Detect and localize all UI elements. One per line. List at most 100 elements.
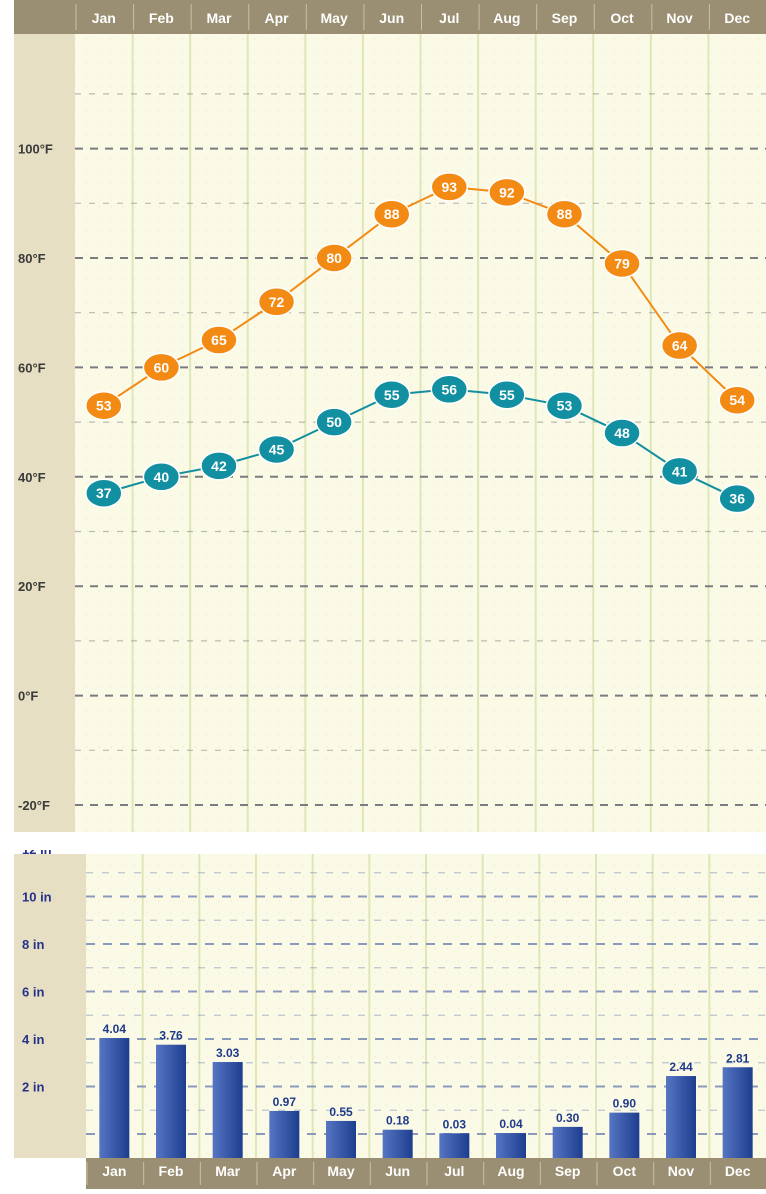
temp-high-marker bbox=[315, 243, 353, 273]
temp-low-value-label: 55 bbox=[384, 387, 400, 403]
temp-y-tick-label: 40°F bbox=[18, 470, 46, 485]
precip-y-tick-label: 6 in bbox=[22, 985, 44, 1000]
precip-month-label: Sep bbox=[555, 1163, 581, 1179]
precip-month-label: Dec bbox=[725, 1163, 751, 1179]
temp-y-tick-label: 80°F bbox=[18, 251, 46, 266]
temp-high-marker bbox=[200, 325, 238, 355]
temperature-chart: Jan Feb Mar Apr May Jun Jul Aug Sep Oct Nov Dec 100°… bbox=[14, 0, 766, 832]
temp-high-value-label: 72 bbox=[269, 294, 285, 310]
precip-bar bbox=[382, 1129, 413, 1158]
precip-value-label: 2.44 bbox=[669, 1060, 693, 1074]
temp-high-marker bbox=[660, 330, 699, 361]
precip-y-tick-label: 4 in bbox=[22, 1032, 44, 1047]
temp-y-tick-label: 100°F bbox=[18, 142, 53, 157]
temp-low-value-label: 36 bbox=[729, 491, 745, 507]
precipitation-chart-svg: Jan Feb Mar Apr May Jun Jul Aug Sep Oct Nov Dec 12 i… bbox=[0, 842, 766, 1189]
temp-low-value-label: 56 bbox=[442, 381, 458, 397]
precip-month-label: Mar bbox=[215, 1163, 240, 1179]
precip-bar bbox=[156, 1044, 186, 1158]
temp-month-label: Apr bbox=[264, 10, 289, 26]
precip-bar bbox=[552, 1126, 583, 1158]
temp-low-marker bbox=[660, 456, 699, 487]
precip-month-label: Jul bbox=[444, 1163, 464, 1179]
temp-low-value-label: 48 bbox=[614, 425, 630, 441]
precip-y-tick-label: 12 in bbox=[22, 850, 52, 857]
temp-low-value-label: 45 bbox=[269, 441, 285, 457]
temp-month-label: Aug bbox=[493, 10, 520, 26]
precip-month-label: Jan bbox=[102, 1163, 126, 1179]
temp-high-value-label: 60 bbox=[154, 359, 170, 375]
temp-low-marker bbox=[545, 390, 584, 421]
temp-low-value-label: 50 bbox=[326, 414, 342, 430]
temp-month-label: Dec bbox=[724, 10, 750, 26]
temp-low-marker bbox=[603, 418, 641, 448]
temp-y-tick-label: -20°F bbox=[18, 798, 50, 813]
temp-high-value-label: 92 bbox=[499, 184, 515, 200]
precip-bar bbox=[99, 1038, 130, 1158]
precip-value-label: 0.55 bbox=[329, 1105, 353, 1119]
temp-high-marker bbox=[85, 390, 123, 421]
temp-high-marker bbox=[718, 385, 756, 415]
temp-high-marker bbox=[372, 199, 411, 229]
temp-low-value-label: 53 bbox=[557, 398, 573, 414]
temp-y-tick-label: 20°F bbox=[18, 579, 46, 594]
temp-month-label: Sep bbox=[552, 10, 578, 26]
temperature-chart-svg: Jan Feb Mar Apr May Jun Jul Aug Sep Oct Nov Dec 100°… bbox=[14, 0, 766, 832]
precip-month-label: Apr bbox=[272, 1163, 297, 1179]
temp-low-value-label: 37 bbox=[96, 485, 112, 501]
temp-high-marker bbox=[545, 199, 584, 229]
precip-value-label: 0.97 bbox=[273, 1095, 297, 1109]
precip-bar bbox=[269, 1110, 300, 1158]
temp-high-marker bbox=[142, 352, 181, 383]
precip-month-label: Nov bbox=[668, 1163, 695, 1179]
precip-value-label: 0.30 bbox=[556, 1111, 580, 1125]
temp-low-marker bbox=[85, 478, 123, 508]
temp-low-marker bbox=[718, 483, 756, 514]
temp-high-marker bbox=[257, 287, 296, 317]
temp-high-marker bbox=[603, 248, 641, 279]
temp-month-label: Feb bbox=[149, 10, 174, 26]
precip-month-label: Aug bbox=[497, 1163, 524, 1179]
precip-y-tick-label: 8 in bbox=[22, 937, 44, 952]
precip-month-label: Jun bbox=[385, 1163, 410, 1179]
temp-low-marker bbox=[200, 451, 238, 481]
precip-bar bbox=[326, 1120, 356, 1158]
temp-low-value-label: 40 bbox=[154, 469, 170, 485]
precip-month-label: May bbox=[327, 1163, 354, 1179]
temp-high-value-label: 80 bbox=[326, 250, 342, 266]
temp-high-marker bbox=[430, 172, 469, 202]
temp-month-label: Jul bbox=[439, 10, 459, 26]
precip-month-footer bbox=[86, 1158, 766, 1189]
precip-value-label: 3.03 bbox=[216, 1046, 240, 1060]
temp-low-value-label: 42 bbox=[211, 458, 227, 474]
temp-high-marker bbox=[488, 177, 526, 208]
temp-low-value-label: 55 bbox=[499, 387, 515, 403]
precip-value-label: 4.04 bbox=[103, 1022, 127, 1036]
precip-value-label: 3.76 bbox=[159, 1029, 183, 1043]
temp-axis-gutter bbox=[14, 34, 75, 832]
temp-month-header bbox=[14, 0, 766, 34]
precip-value-label: 0.90 bbox=[613, 1097, 637, 1111]
temp-high-value-label: 93 bbox=[442, 179, 458, 195]
precip-bar bbox=[722, 1067, 753, 1158]
precip-bar bbox=[666, 1076, 696, 1158]
temp-low-marker bbox=[315, 407, 353, 437]
temp-high-value-label: 65 bbox=[211, 332, 227, 348]
precip-y-tick-label: 2 in bbox=[22, 1080, 44, 1095]
precip-bar bbox=[496, 1133, 526, 1158]
temp-y-tick-label: 60°F bbox=[18, 360, 46, 375]
precip-bar bbox=[439, 1133, 470, 1158]
temp-low-marker bbox=[488, 380, 526, 410]
temp-month-label: May bbox=[321, 10, 348, 26]
temp-high-value-label: 88 bbox=[384, 206, 400, 222]
temp-high-value-label: 64 bbox=[672, 338, 688, 354]
temp-low-marker bbox=[257, 434, 296, 465]
temp-month-label: Oct bbox=[610, 10, 634, 26]
temp-month-label: Jan bbox=[92, 10, 116, 26]
precip-value-label: 0.18 bbox=[386, 1114, 410, 1128]
temp-y-tick-label: 0°F bbox=[18, 689, 38, 704]
precip-value-label: 0.04 bbox=[499, 1117, 523, 1131]
temp-low-value-label: 41 bbox=[672, 463, 688, 479]
temp-high-value-label: 79 bbox=[614, 255, 630, 271]
precip-value-label: 0.03 bbox=[443, 1117, 467, 1131]
